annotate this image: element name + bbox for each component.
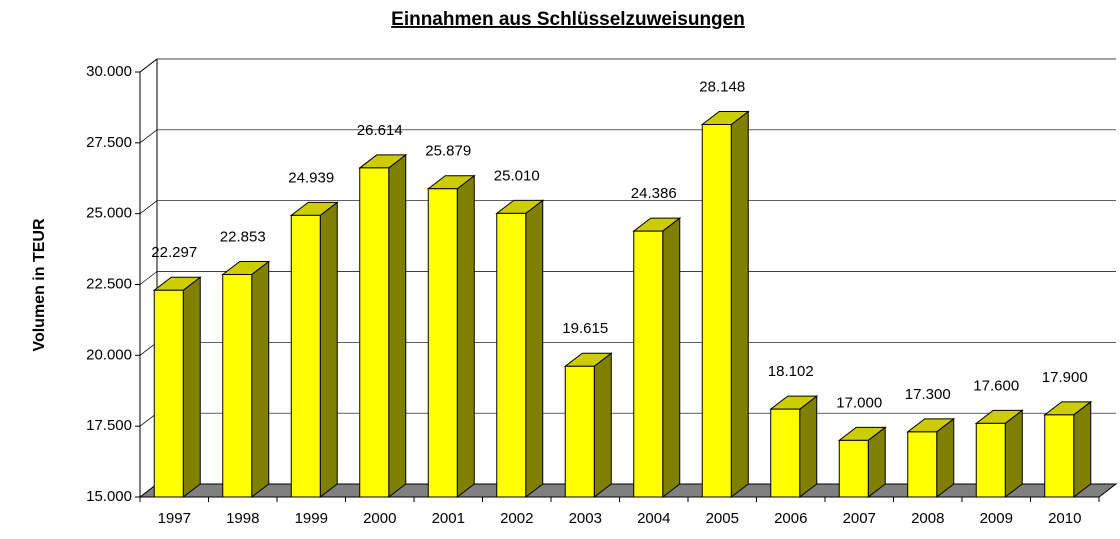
bar-side	[730, 110, 749, 499]
x-tick-label: 2008	[911, 510, 944, 527]
y-tick-label: 15.000	[86, 488, 132, 505]
x-tick-label: 1997	[158, 510, 191, 527]
value-label: 24.939	[288, 169, 334, 186]
y-tick-label: 22.500	[86, 275, 132, 292]
bar-front	[564, 365, 595, 498]
x-tick-label: 2003	[569, 510, 602, 527]
bar-front	[427, 188, 458, 498]
bar-front	[701, 123, 732, 498]
bar	[426, 174, 476, 499]
value-label: 28.148	[699, 78, 745, 95]
value-label: 17.000	[836, 394, 882, 411]
bar	[632, 217, 682, 499]
x-tick-label: 2000	[363, 510, 396, 527]
bar-front	[770, 408, 801, 498]
bar-front	[838, 439, 869, 498]
floor	[138, 483, 1118, 498]
x-tick-label: 2007	[843, 510, 876, 527]
x-tick-label: 2005	[706, 510, 739, 527]
bar	[1043, 400, 1093, 499]
x-tick-label: 2006	[774, 510, 807, 527]
bar-side	[182, 276, 201, 499]
bar	[700, 110, 750, 499]
bar-side	[251, 260, 270, 499]
value-label: 22.853	[220, 228, 266, 245]
value-label: 25.010	[494, 167, 540, 184]
bar	[563, 352, 613, 499]
bar-front	[359, 167, 390, 498]
wall-diagonal	[139, 58, 158, 73]
bar	[769, 395, 819, 499]
bar-side	[1004, 409, 1023, 499]
wall-diagonal	[139, 271, 158, 285]
value-label: 26.614	[357, 122, 403, 139]
bar	[221, 260, 271, 499]
value-label: 19.615	[562, 320, 608, 337]
bar	[906, 417, 956, 499]
bar-side	[593, 352, 612, 499]
bar-side	[936, 417, 955, 499]
value-label: 17.300	[905, 386, 951, 403]
y-axis-label: Volumen in TEUR	[31, 218, 48, 351]
bar-side	[456, 174, 475, 499]
x-tick-label: 1999	[295, 510, 328, 527]
bar	[358, 153, 408, 499]
bar-side	[388, 153, 407, 499]
bar	[974, 409, 1024, 499]
bar-front	[1044, 414, 1075, 498]
x-tick-label: 2002	[500, 510, 533, 527]
bar-front	[496, 212, 527, 498]
value-label: 22.297	[151, 244, 197, 261]
x-tick-label: 2009	[980, 510, 1013, 527]
y-tick-label: 17.500	[86, 417, 132, 434]
y-tick-label: 25.000	[86, 205, 132, 222]
value-label: 24.386	[631, 185, 677, 202]
bar-side	[799, 395, 818, 499]
bar-front	[975, 422, 1006, 498]
wall-diagonal	[139, 200, 158, 214]
bar-front	[907, 431, 938, 498]
x-tick-label: 2001	[432, 510, 465, 527]
bar-front	[222, 273, 253, 498]
x-tick-label: 1998	[226, 510, 259, 527]
value-label: 18.102	[768, 363, 814, 380]
bar	[152, 276, 202, 499]
x-tick-label: 2004	[637, 510, 670, 527]
bar-front	[290, 214, 321, 498]
bar-side	[319, 201, 338, 499]
bar-side	[662, 217, 681, 499]
bar-side	[525, 199, 544, 499]
bar	[495, 199, 545, 499]
y-tick-label: 27.500	[86, 134, 132, 151]
bar-side	[1073, 400, 1092, 499]
y-tick-label: 30.000	[86, 63, 132, 80]
bar	[289, 201, 339, 499]
value-label: 17.900	[1042, 369, 1088, 386]
x-tick-label: 2010	[1048, 510, 1081, 527]
wall-diagonal	[139, 129, 158, 144]
value-label: 17.600	[973, 377, 1019, 394]
y-tick-label: 20.000	[86, 346, 132, 363]
bar	[837, 426, 887, 499]
bar-front	[633, 230, 664, 498]
bar-front	[153, 289, 184, 498]
value-label: 25.879	[425, 143, 471, 160]
chart-title: Einnahmen aus Schlüsselzuweisungen	[391, 9, 745, 30]
